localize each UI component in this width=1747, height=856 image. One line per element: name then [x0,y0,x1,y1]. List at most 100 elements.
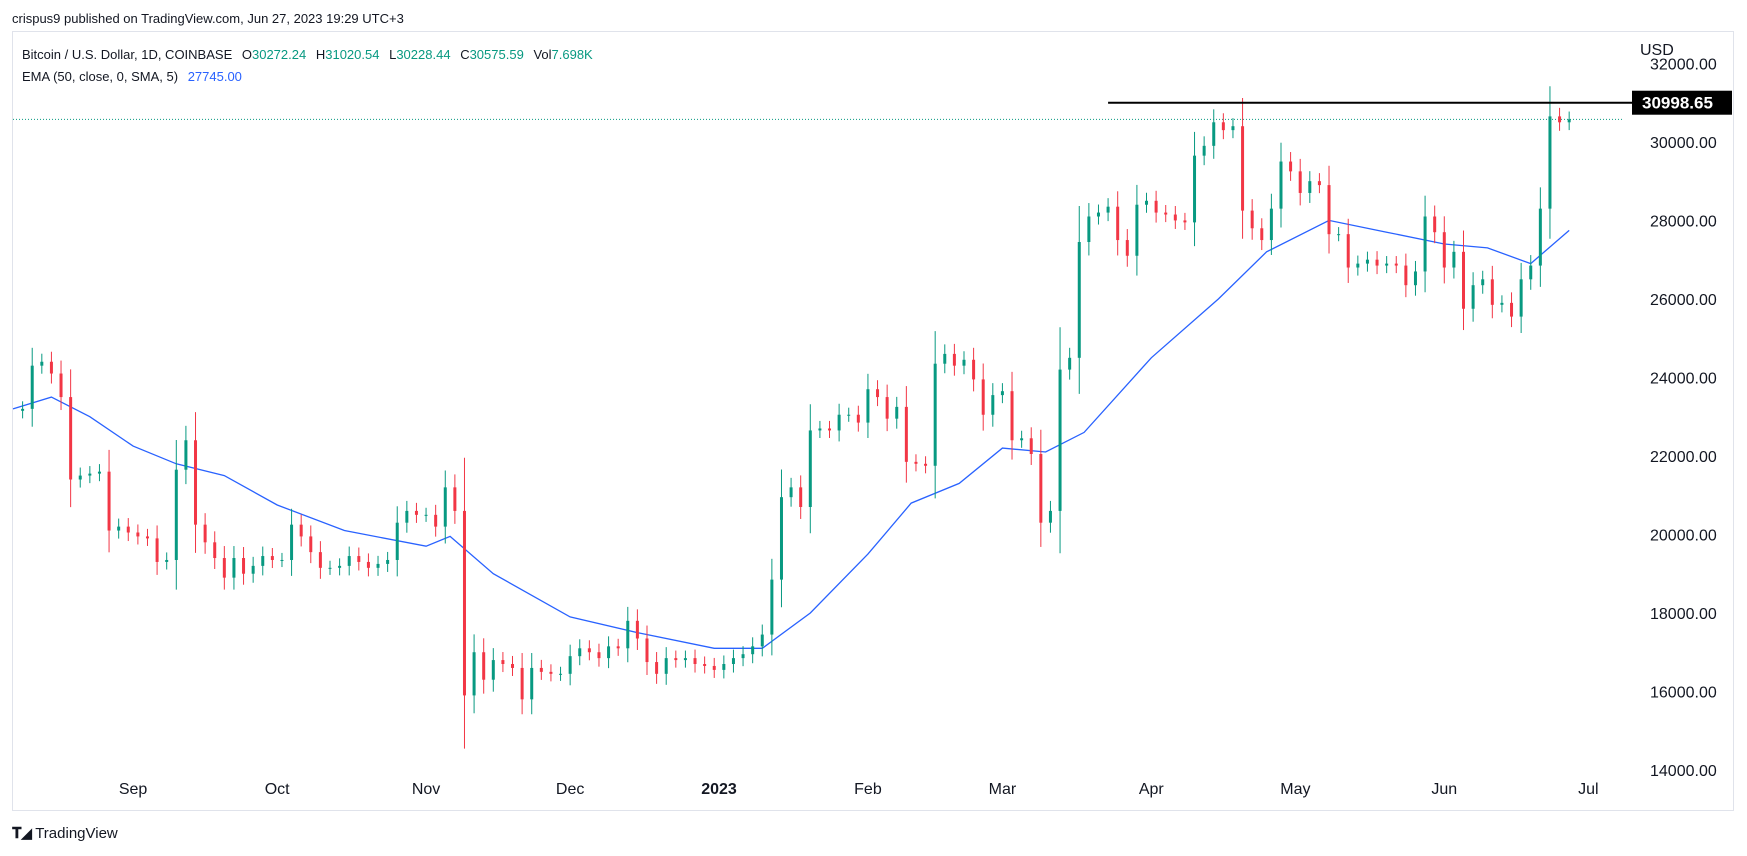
candle [1077,205,1081,394]
candle-body [914,461,918,464]
brand[interactable]: 𝐓◢ TradingView [12,824,118,842]
candle [1231,118,1235,139]
candle [491,648,495,692]
candle-body [30,365,34,409]
candle [645,625,649,676]
candle-body [1394,263,1398,266]
candle-body [511,664,515,668]
candle [194,412,198,553]
candle-body [1135,204,1139,256]
candle [1423,195,1427,293]
price-axis: 14000.00 16000.00 18000.00 20000.00 22000.00… [1650,56,1717,780]
candle [722,655,726,679]
candle-body [1510,302,1514,317]
candle [635,609,639,650]
candle [1481,270,1485,294]
y-tick-label: 32000.00 [1650,56,1717,73]
candle [943,344,947,374]
candle-body [799,487,803,507]
candle-body [366,561,370,568]
candle [30,347,34,427]
candle [1471,272,1475,322]
candle [1058,327,1062,554]
candle-body [1462,251,1466,309]
candle [683,650,687,668]
candle [242,547,246,585]
candle [1020,430,1024,448]
candle [1068,347,1072,380]
candle-body [722,664,726,670]
candle-body [616,646,620,649]
candle-body [117,526,121,531]
candle-body [1096,212,1100,217]
candle [789,477,793,507]
candle-body [482,652,486,680]
candle [1394,256,1398,274]
candle-body [1308,181,1312,193]
candle [770,558,774,656]
candle-body [731,658,735,665]
candle-body [981,379,985,415]
candle [328,560,332,575]
candle [808,404,812,534]
candle [366,553,370,577]
candle-body [443,487,447,527]
candle-body [856,414,860,423]
candle-body [145,536,149,539]
candle-body [1289,161,1293,172]
candle [914,454,918,472]
candle-body [174,469,178,560]
candle [78,467,82,488]
candle-body [376,563,380,568]
candle [626,606,630,663]
candle [1135,184,1139,276]
candle [472,634,476,714]
candle [184,425,188,485]
candle [1250,199,1254,240]
candle [559,666,563,681]
y-tick-label: 26000.00 [1650,292,1717,309]
candle [1173,205,1177,229]
candle [703,656,707,674]
candle [847,407,851,422]
candle-body [1039,453,1043,523]
candle [462,457,466,749]
candle [347,546,351,576]
candle [1039,429,1043,547]
publisher-line: crispus9 published on TradingView.com, J… [12,11,404,26]
y-tick-label: 24000.00 [1650,370,1717,387]
candle-body [674,658,678,661]
candle-body [818,428,822,431]
candle-body [1442,232,1446,268]
x-tick-label: Jun [1431,781,1457,798]
candle [1308,171,1312,203]
candle [741,646,745,667]
candle-body [924,463,928,466]
candle [434,504,438,537]
candle [97,464,101,482]
candle-body [568,656,572,674]
candle-body [1452,251,1456,268]
candle-body [972,359,976,380]
time-axis: Sep Oct Nov Dec 2023 Feb Mar Apr May Jun Jul [119,781,1599,798]
candle [270,548,274,569]
candle-body [1365,259,1369,264]
candle [1452,240,1456,279]
candle-body [251,565,255,574]
candle [1317,173,1321,194]
candle-body [1231,126,1235,131]
candle [1500,295,1504,313]
resistance-line: 30998.65 [1108,90,1732,115]
candle-body [453,487,457,511]
candle [280,552,284,568]
candle [338,558,342,576]
candle-body [559,673,563,675]
ema-label: EMA (50, close, 0, SMA, 5) [22,69,179,84]
candle [1241,98,1245,239]
candle [59,360,63,411]
candle-body [280,559,284,561]
candle-body [530,667,534,700]
y-tick-label: 16000.00 [1650,684,1717,701]
candle-body [386,559,390,564]
